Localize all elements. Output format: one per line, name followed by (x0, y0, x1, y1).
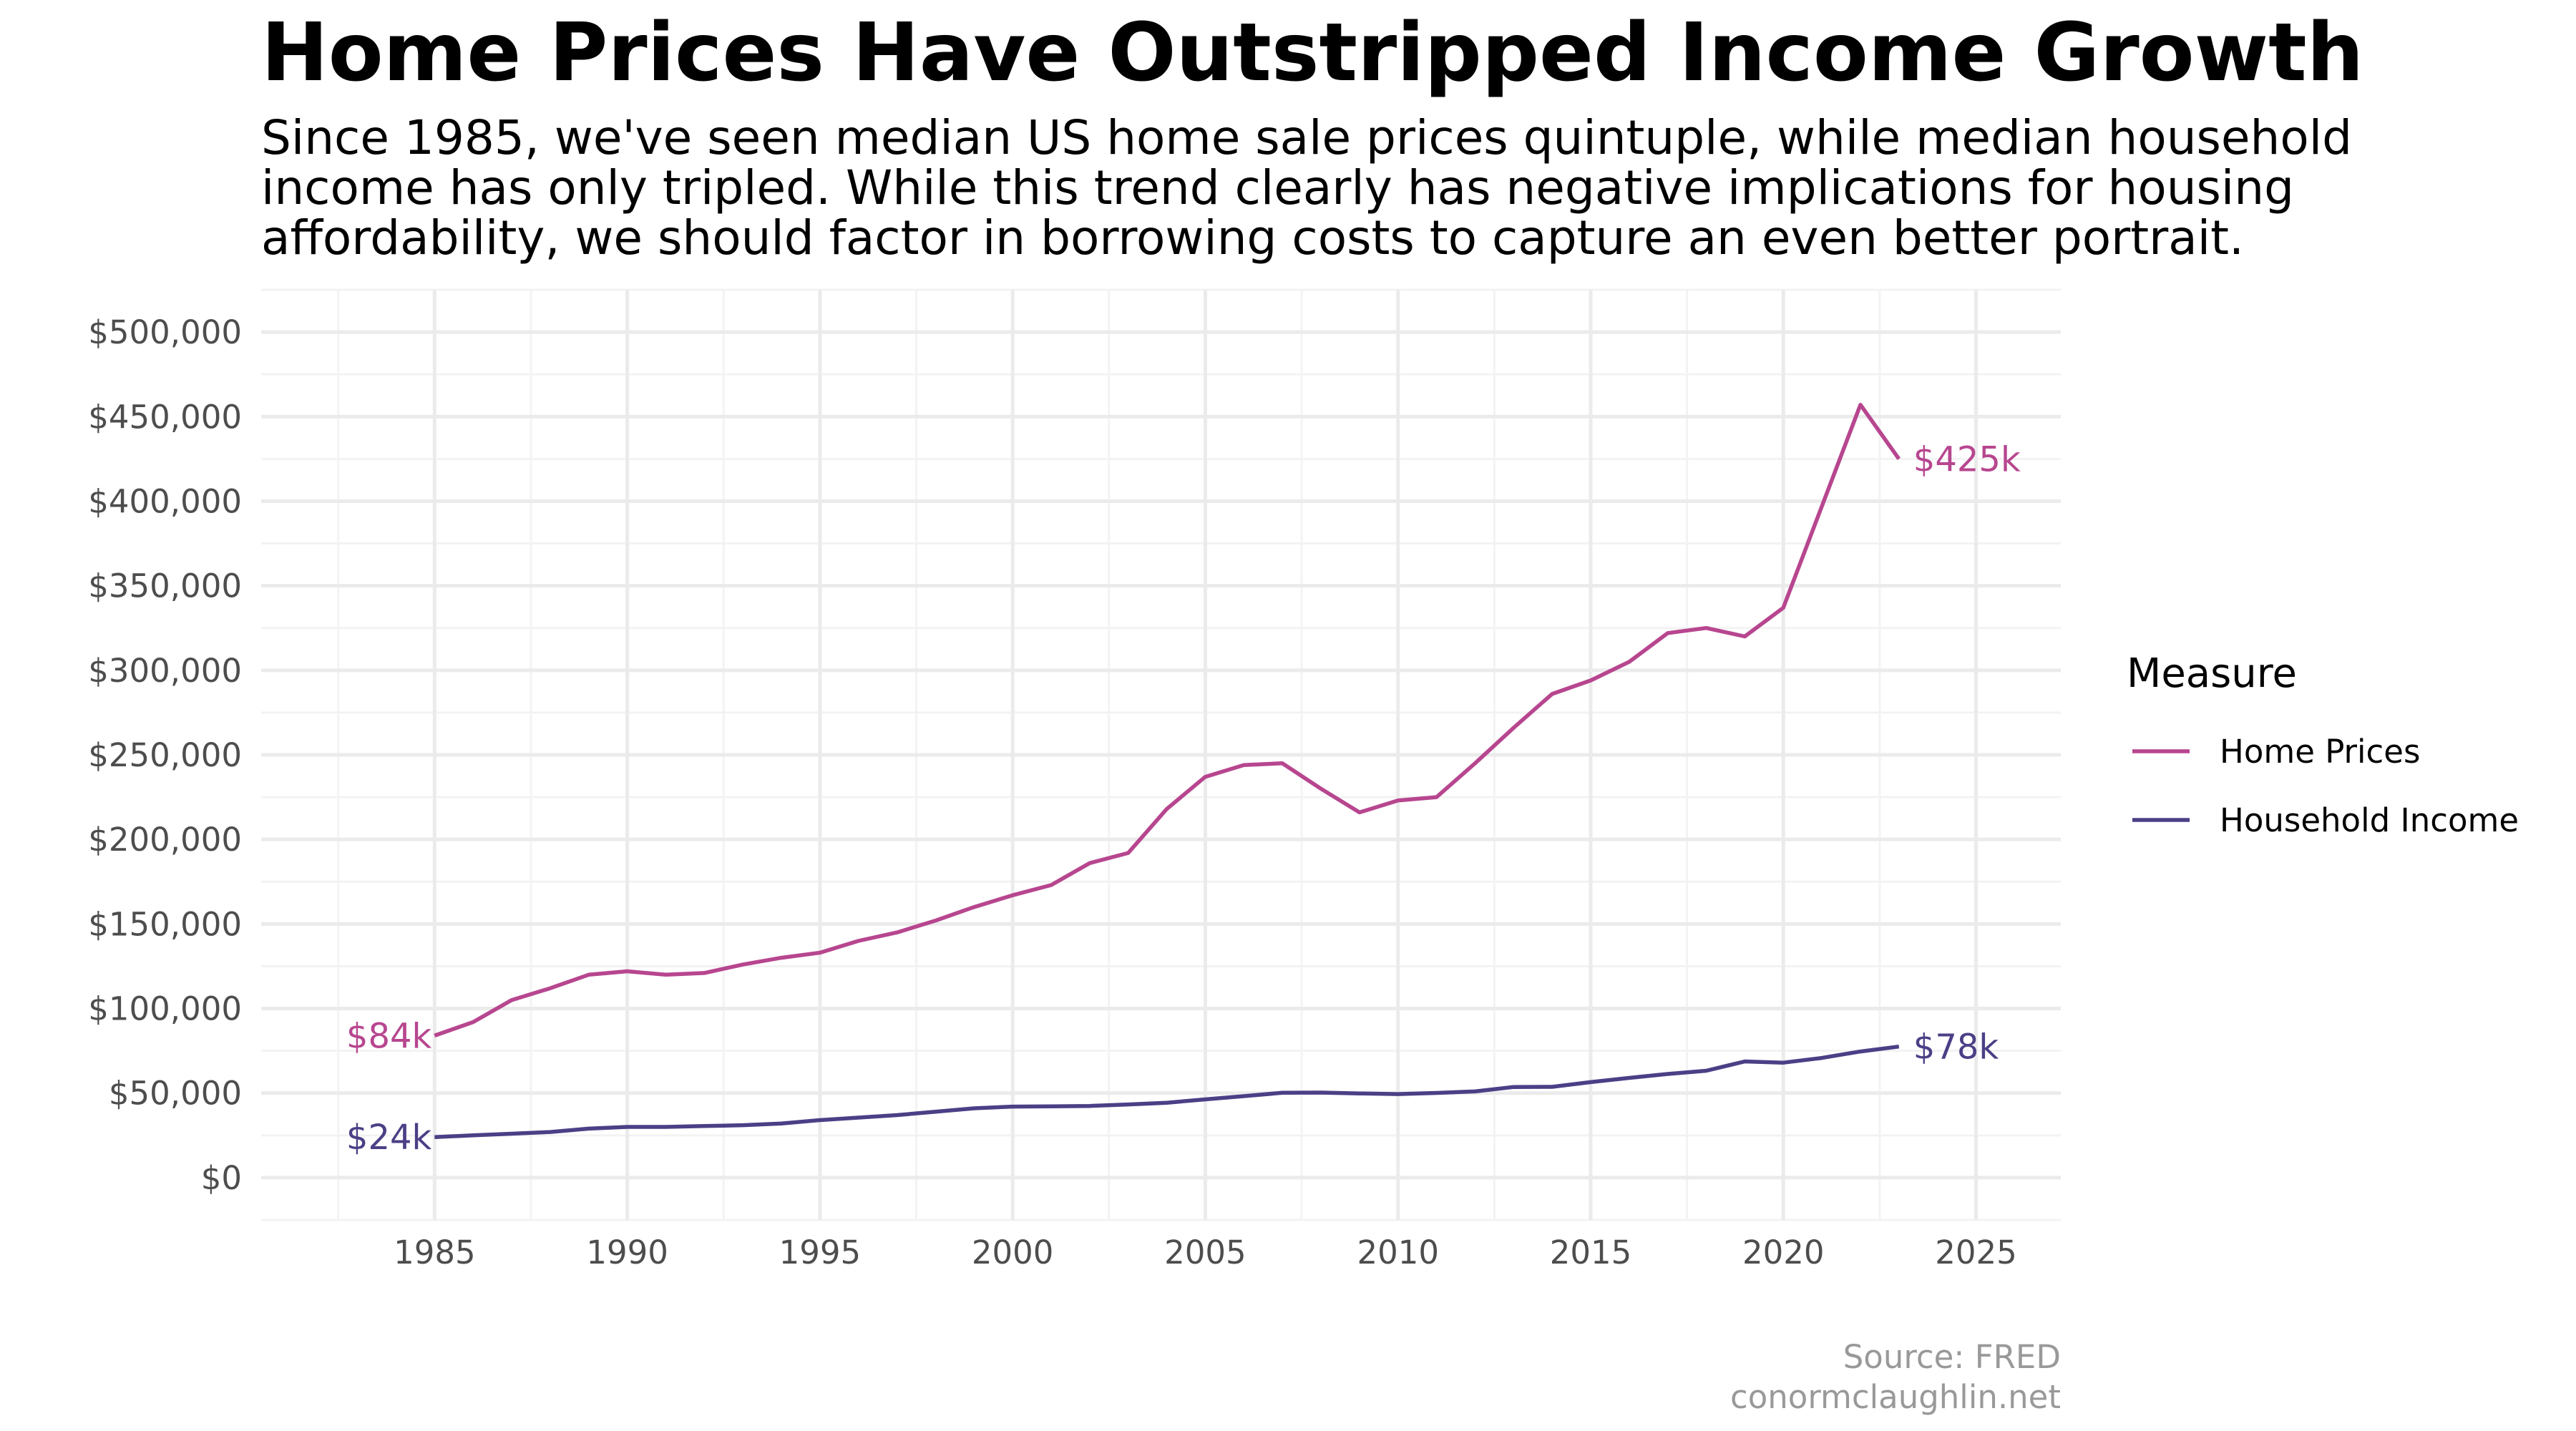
major-x-gridlines (432, 290, 1979, 1220)
major-y-gridlines (261, 330, 2061, 1180)
line-end-labels: $84k $425k $24k $78k (346, 439, 2021, 1158)
legend: Measure Home Prices Household Income (2127, 650, 2519, 839)
plot-area: $84k $425k $24k $78k (261, 288, 2061, 1221)
y-tick-label: $50,000 (109, 1075, 242, 1113)
x-tick-label: 1990 (586, 1234, 668, 1271)
series-line-household-income (434, 1044, 1900, 1139)
series-lines (434, 402, 1901, 1139)
x-tick-label: 2000 (972, 1234, 1054, 1271)
y-axis: $0 $50,000 $100,000 $150,000 $200,000 $250,00… (88, 313, 242, 1197)
x-tick-label: 1985 (394, 1234, 476, 1271)
x-axis: 1985 1990 1995 2000 2005 2010 2015 2020 2025 (394, 1234, 2017, 1271)
x-tick-label: 1995 (779, 1234, 862, 1271)
legend-label-household-income: Household Income (2220, 801, 2519, 839)
y-tick-label: $200,000 (88, 821, 242, 859)
start-label-household-income: $24k (346, 1118, 432, 1158)
x-tick-label: 2025 (1935, 1234, 2017, 1271)
y-tick-label: $150,000 (88, 905, 242, 943)
end-label-home-prices: $425k (1913, 439, 2021, 479)
x-tick-label: 2020 (1742, 1234, 1825, 1271)
legend-title: Measure (2127, 650, 2297, 697)
chart-subtitle-line-2: income has only tripled. While this tren… (261, 160, 2294, 215)
series-line-home-prices (434, 402, 1901, 1037)
y-tick-label: $300,000 (88, 652, 242, 690)
y-tick-label: $0 (201, 1159, 242, 1197)
x-tick-label: 2010 (1357, 1234, 1439, 1271)
chart-title: Home Prices Have Outstripped Income Grow… (261, 6, 2363, 99)
end-label-household-income: $78k (1913, 1027, 1999, 1068)
chart-subtitle-line-1: Since 1985, we've seen median US home sa… (261, 110, 2352, 165)
y-tick-label: $100,000 (88, 990, 242, 1028)
y-tick-label: $450,000 (88, 398, 242, 436)
caption-source: Source: FRED (1843, 1338, 2061, 1376)
x-tick-label: 2005 (1164, 1234, 1246, 1271)
y-tick-label: $400,000 (88, 482, 242, 520)
y-tick-label: $500,000 (88, 313, 242, 351)
x-tick-label: 2015 (1550, 1234, 1632, 1271)
legend-label-home-prices: Home Prices (2220, 733, 2420, 771)
minor-y-gridlines (261, 288, 2061, 1221)
chart-subtitle-line-3: affordability, we should factor in borro… (261, 210, 2244, 265)
y-tick-label: $250,000 (88, 736, 242, 774)
start-label-home-prices: $84k (346, 1016, 432, 1056)
y-tick-label: $350,000 (88, 567, 242, 605)
caption-website: conormclaughlin.net (1730, 1378, 2061, 1416)
